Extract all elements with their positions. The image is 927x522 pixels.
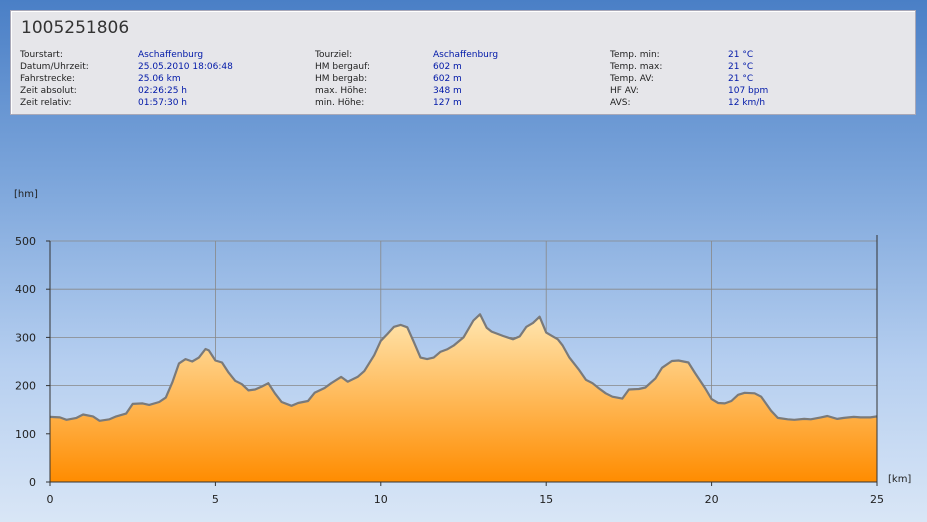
info-row: min. Höhe: 127 m	[315, 97, 498, 109]
info-row: Datum/Uhrzeit: 25.05.2010 18:06:48	[20, 61, 233, 73]
y-tick-label: 500	[15, 235, 36, 248]
tour-info-panel: 1005251806 Tourstart: Aschaffenburg Datum…	[10, 10, 916, 115]
x-tick-label: 25	[870, 493, 884, 506]
info-row: Zeit absolut: 02:26:25 h	[20, 85, 233, 97]
x-tick-label: 20	[705, 493, 719, 506]
info-row: Fahrstrecke: 25.06 km	[20, 73, 233, 85]
y-tick-label: 400	[15, 283, 36, 296]
info-label: Fahrstrecke:	[20, 74, 75, 84]
info-value: 602 m	[433, 74, 462, 84]
x-axis-label: [km]	[888, 474, 911, 485]
info-row: Tourziel: Aschaffenburg	[315, 49, 498, 61]
info-column-start: Tourstart: Aschaffenburg Datum/Uhrzeit: 25…	[20, 49, 233, 109]
info-label: min. Höhe:	[315, 98, 365, 108]
info-label: Tourziel:	[315, 50, 353, 60]
y-axis-label: [hm]	[14, 189, 38, 200]
y-tick-label: 100	[15, 428, 36, 441]
info-value: 602 m	[433, 62, 462, 72]
info-row: max. Höhe: 348 m	[315, 85, 498, 97]
axes: 0 100 200 300 400 500 0 5 10 15 20 25	[15, 235, 884, 506]
info-label: HM bergab:	[315, 74, 368, 84]
info-value: 12 km/h	[728, 98, 766, 108]
x-tick-label: 5	[212, 493, 219, 506]
info-label: Zeit relativ:	[20, 98, 72, 108]
info-value: 01:57:30 h	[138, 98, 187, 108]
info-label: AVS:	[610, 98, 631, 108]
info-value: 348 m	[433, 86, 462, 96]
info-label: Temp. AV:	[610, 74, 654, 84]
info-row: Tourstart: Aschaffenburg	[20, 49, 233, 61]
info-value: 25.06 km	[138, 74, 181, 84]
info-row: HF AV: 107 bpm	[610, 85, 768, 97]
info-row: Temp. max: 21 °C	[610, 61, 768, 73]
info-row: HM bergauf: 602 m	[315, 61, 498, 73]
elevation-area	[50, 314, 877, 482]
info-row: AVS: 12 km/h	[610, 97, 768, 109]
info-value: 02:26:25 h	[138, 86, 187, 96]
info-label: max. Höhe:	[315, 86, 367, 96]
y-tick-label: 0	[29, 476, 36, 489]
info-value: Aschaffenburg	[433, 50, 499, 60]
info-label: Datum/Uhrzeit:	[20, 62, 89, 72]
info-value: 25.05.2010 18:06:48	[138, 62, 233, 72]
y-tick-label: 200	[15, 380, 36, 393]
info-value: Aschaffenburg	[138, 50, 204, 60]
info-row: HM bergab: 602 m	[315, 73, 498, 85]
info-row: Zeit relativ: 01:57:30 h	[20, 97, 233, 109]
info-value: 21 °C	[728, 62, 754, 72]
info-value: 21 °C	[728, 74, 754, 84]
y-tick-label: 300	[15, 331, 36, 344]
info-label: HF AV:	[610, 86, 639, 96]
info-value: 21 °C	[728, 50, 754, 60]
info-label: Temp. max:	[610, 62, 663, 72]
info-label: HM bergauf:	[315, 62, 370, 72]
x-tick-label: 0	[47, 493, 54, 506]
info-row: Temp. min: 21 °C	[610, 49, 768, 61]
info-label: Temp. min:	[610, 50, 660, 60]
info-label: Tourstart:	[20, 50, 63, 60]
info-value: 107 bpm	[728, 86, 769, 96]
tour-id-title: 1005251806	[21, 18, 130, 38]
info-label: Zeit absolut:	[20, 86, 77, 96]
info-value: 127 m	[433, 98, 462, 108]
info-column-end: Tourziel: Aschaffenburg HM bergauf: 602 m …	[315, 49, 498, 109]
elevation-line	[49, 313, 878, 422]
info-row: Temp. AV: 21 °C	[610, 73, 768, 85]
x-tick-label: 10	[374, 493, 388, 506]
x-tick-label: 15	[539, 493, 553, 506]
info-column-stats: Temp. min: 21 °C Temp. max: 21 °C Temp. AV…	[610, 49, 768, 109]
